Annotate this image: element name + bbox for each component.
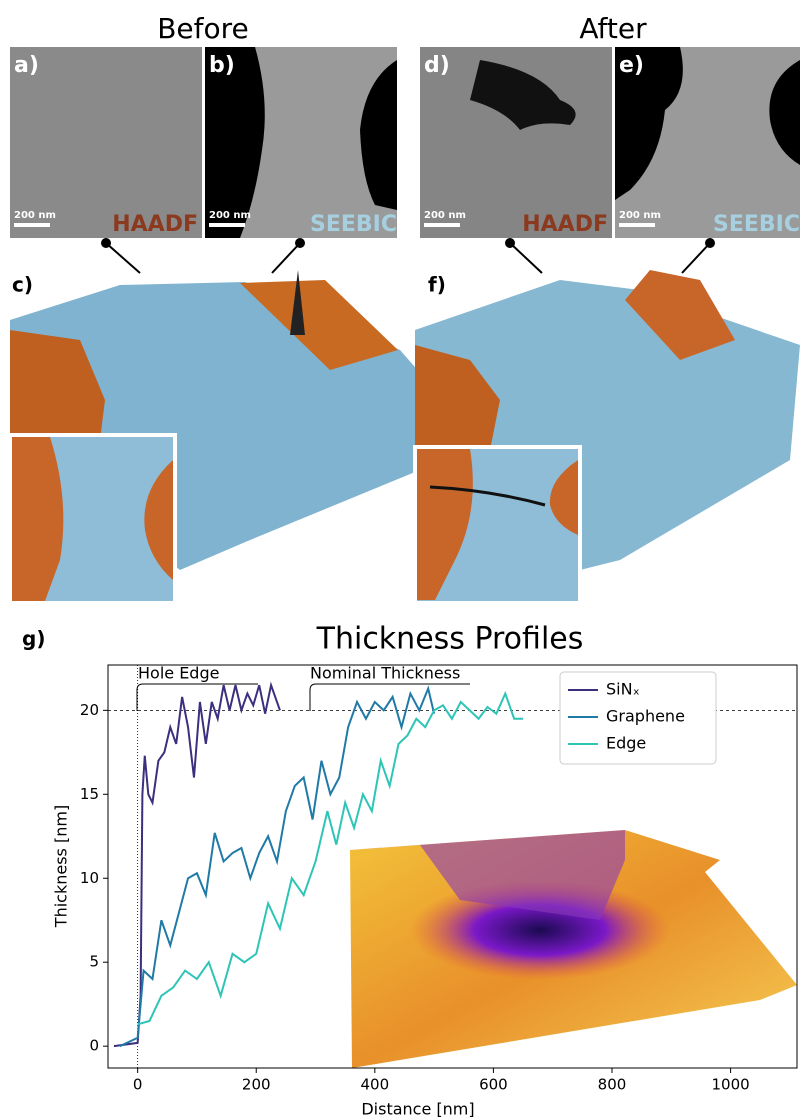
scale-bar-label: 200 nm (14, 210, 56, 221)
panel-d: d) 200 nm HAADF (420, 47, 612, 238)
panel-label: f) (428, 273, 446, 297)
detector-label: SEEBIC (713, 212, 800, 237)
panel-label: d) (424, 53, 450, 78)
annotation: Nominal Thickness (310, 664, 460, 683)
chart-inset-image (350, 830, 797, 1068)
detector-label: SEEBIC (310, 212, 397, 237)
panel-label: c) (12, 273, 33, 297)
x-tick-label: 0 (133, 1076, 143, 1094)
scale-bar-label: 200 nm (209, 210, 251, 221)
y-tick-label: 0 (89, 1037, 99, 1055)
y-tick-label: 10 (80, 869, 99, 887)
panel-label: b) (209, 53, 235, 78)
panel-f: f) (415, 270, 800, 603)
legend-label: Edge (606, 734, 646, 753)
x-tick-label: 600 (479, 1076, 508, 1094)
x-axis-label: Distance [nm] (361, 1100, 474, 1119)
x-tick-label: 1000 (711, 1076, 749, 1094)
panel-c: c) (10, 270, 470, 603)
page: {"figure": { "before": "Before", "after"… (0, 0, 800, 1120)
scale-bar-label: 200 nm (619, 210, 661, 221)
after-heading: After (579, 12, 647, 45)
y-tick-label: 15 (80, 785, 99, 803)
annotation: Hole Edge (138, 664, 219, 683)
detector-label: HAADF (112, 212, 198, 237)
panel-label: g) (22, 627, 45, 651)
panel-label: a) (14, 53, 39, 78)
figure: Before After a) 200 nm HAADF b) 200 nm S… (0, 0, 800, 1120)
scale-bar-label: 200 nm (424, 210, 466, 221)
y-tick-label: 20 (80, 701, 99, 719)
chart-title: Thickness Profiles (316, 622, 584, 657)
before-heading: Before (157, 12, 249, 45)
y-axis-label: Thickness [nm] (52, 805, 71, 928)
x-tick-label: 200 (242, 1076, 271, 1094)
panel-e: e) 200 nm SEEBIC (615, 47, 800, 238)
x-tick-label: 800 (598, 1076, 627, 1094)
y-tick-label: 5 (89, 953, 99, 971)
detector-label: HAADF (522, 212, 608, 237)
panel-a: a) 200 nm HAADF (10, 47, 202, 238)
x-tick-label: 400 (361, 1076, 390, 1094)
panel-b: b) 200 nm SEEBIC (205, 47, 397, 238)
arrows (102, 239, 714, 273)
legend-label: SiNₓ (606, 680, 640, 699)
panel-label: e) (619, 53, 644, 78)
legend-label: Graphene (606, 707, 685, 726)
